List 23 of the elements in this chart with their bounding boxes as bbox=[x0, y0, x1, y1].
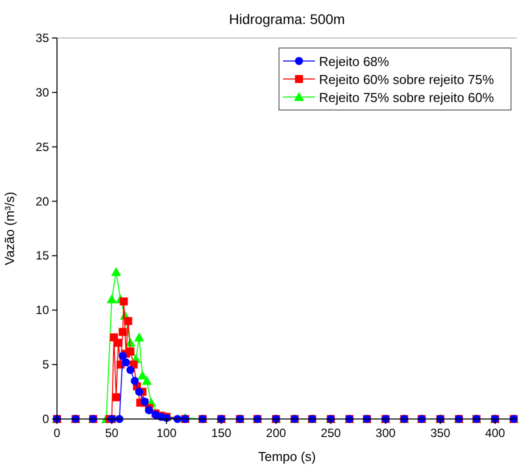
x-tick-label: 200 bbox=[266, 426, 286, 440]
y-tick-label: 35 bbox=[36, 31, 50, 45]
x-tick-label: 250 bbox=[320, 426, 342, 440]
y-axis-title: Vazão (m³/s) bbox=[2, 192, 17, 266]
x-tick-label: 0 bbox=[54, 426, 61, 440]
legend-label: Rejeito 60% sobre rejeito 75% bbox=[319, 72, 494, 87]
x-tick-label: 150 bbox=[211, 426, 232, 440]
x-tick-label: 300 bbox=[376, 426, 396, 440]
x-tick-label: 400 bbox=[485, 426, 506, 440]
x-tick-label: 50 bbox=[105, 426, 119, 440]
y-tick-label: 0 bbox=[42, 412, 50, 426]
y-tick-label: 15 bbox=[36, 248, 50, 263]
y-tick-label: 10 bbox=[36, 303, 50, 318]
x-tick-label: 350 bbox=[430, 426, 451, 440]
y-tick-label: 5 bbox=[42, 358, 50, 372]
chart-title: Hidrograma: 500m bbox=[229, 11, 345, 27]
x-axis-title: Tempo (s) bbox=[258, 449, 316, 464]
y-tick-label: 25 bbox=[36, 140, 50, 154]
legend-label: Rejeito 68% bbox=[319, 54, 390, 69]
legend-label: Rejeito 75% sobre rejeito 60% bbox=[319, 90, 494, 105]
y-tick-label: 20 bbox=[36, 194, 50, 208]
x-tick-label: 100 bbox=[156, 426, 177, 440]
y-tick-label: 30 bbox=[36, 85, 50, 100]
